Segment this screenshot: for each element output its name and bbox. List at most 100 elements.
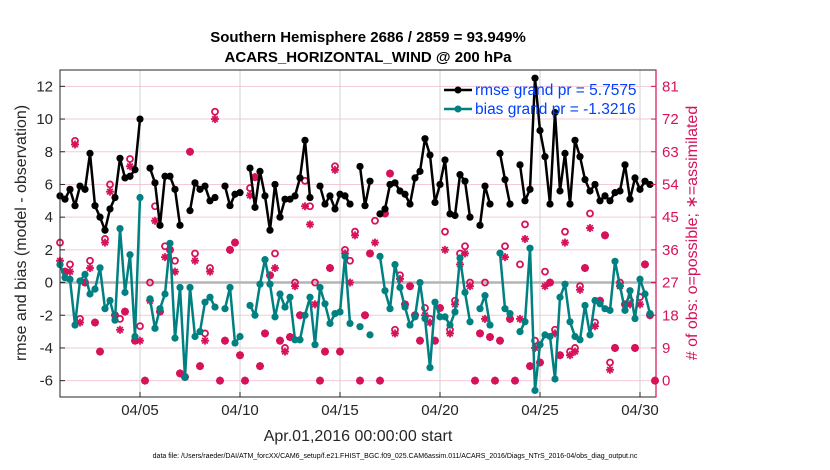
bias-point [586, 331, 594, 339]
asterisk-stroke [426, 319, 434, 326]
asterisk-stroke [226, 246, 234, 254]
y-right-tick-label: 72 [662, 111, 679, 128]
rmse-point [606, 197, 614, 205]
bias-point [441, 313, 449, 321]
asterisk-stroke [486, 333, 494, 341]
assimilated-obs-marker [631, 343, 639, 352]
rmse-point [501, 175, 509, 184]
rmse-point [566, 200, 574, 208]
asterisk-stroke [151, 217, 159, 225]
bias-point [336, 308, 344, 316]
asterisk-stroke [561, 239, 569, 247]
asterisk-stroke [86, 264, 94, 272]
bias-point [111, 316, 119, 324]
assimilated-obs-marker [581, 264, 589, 273]
possible-obs-marker [516, 260, 524, 269]
bias-point [321, 300, 329, 308]
assimilated-obs-marker [546, 278, 554, 287]
asterisk-stroke [71, 141, 79, 148]
assimilated-obs-marker [366, 249, 374, 258]
asterisk-stroke [526, 362, 534, 370]
rmse-point [86, 149, 94, 157]
assimilated-obs-marker [231, 238, 239, 247]
bias-point [416, 278, 424, 287]
bias-point [431, 298, 439, 306]
asterisk-stroke [326, 264, 334, 272]
assimilated-obs-marker [526, 362, 534, 371]
asterisk-stroke [91, 319, 99, 326]
assimilated-obs-marker [251, 173, 259, 182]
assimilated-obs-marker [541, 282, 549, 291]
assimilated-obs-marker [361, 311, 369, 320]
assimilated-obs-marker [641, 260, 649, 269]
y-tick-label: 10 [36, 111, 53, 128]
asterisk-stroke [276, 337, 284, 345]
rmse-point [526, 185, 534, 193]
bias-point [556, 293, 564, 301]
asterisk-stroke [366, 250, 374, 257]
bias-point [466, 318, 474, 326]
bias-point [236, 332, 244, 341]
asterisk-stroke [406, 282, 414, 290]
assimilated-obs-marker [521, 234, 529, 243]
asterisk-stroke [171, 268, 179, 276]
bias-point [376, 252, 384, 260]
asterisk-stroke [281, 348, 289, 356]
rmse-point [296, 174, 304, 182]
bias-point [121, 288, 129, 296]
rmse-point [596, 197, 604, 205]
rmse-point [456, 171, 464, 179]
rmse-point [81, 185, 89, 193]
x-axis-label: Apr.01,2016 00:00:00 start [264, 428, 453, 445]
asterisk-stroke [196, 362, 204, 370]
assimilated-obs-marker [571, 347, 579, 356]
asterisk-stroke [96, 348, 104, 356]
bias-point [546, 332, 554, 341]
rmse-point [551, 108, 559, 117]
assimilated-obs-marker [386, 169, 394, 178]
rmse-point [151, 179, 159, 187]
bias-point [381, 287, 389, 295]
rmse-point [631, 174, 639, 182]
rmse-point [476, 221, 484, 229]
rmse-point [266, 226, 274, 234]
possible-obs-marker [481, 278, 489, 287]
possible-obs-marker [521, 220, 529, 229]
bias-point [606, 306, 614, 314]
bias-point [81, 270, 89, 278]
y-right-tick-label: 81 [662, 78, 679, 95]
possible-obs-marker [441, 227, 449, 236]
bias-point [126, 251, 134, 259]
asterisk-stroke [236, 351, 244, 359]
rmse-point [186, 207, 194, 215]
bias-point [561, 280, 569, 288]
assimilated-obs-marker [256, 362, 264, 371]
asterisk-stroke [316, 377, 324, 385]
bias-point [206, 293, 214, 301]
assimilated-obs-marker [86, 264, 94, 273]
y-tick-label: 6 [45, 176, 53, 193]
assimilated-obs-marker [116, 325, 124, 334]
rmse-point [261, 192, 269, 200]
bias-point [526, 244, 534, 252]
bias-point [261, 256, 269, 264]
rmse-point [391, 179, 399, 187]
bias-point [271, 313, 279, 321]
bias-point [226, 283, 234, 292]
bias-point [406, 321, 414, 329]
rmse-point [191, 179, 199, 187]
y-right-tick-label: 18 [662, 307, 679, 324]
rmse-point [486, 200, 494, 208]
assimilated-obs-marker [601, 231, 609, 240]
data-file-footer: data file: /Users/raeder/DAI/ATM_forcXX/… [153, 453, 638, 460]
rmse-point [546, 200, 554, 208]
bias-point [401, 303, 409, 311]
bias-point [631, 314, 639, 323]
bias-point [311, 341, 319, 349]
bias-point [581, 301, 589, 310]
y-tick-label: -6 [40, 373, 53, 390]
possible-obs-marker [66, 260, 74, 269]
asterisk-stroke [101, 239, 109, 247]
asterisk-stroke [546, 279, 554, 286]
asterisk-stroke [256, 362, 264, 370]
